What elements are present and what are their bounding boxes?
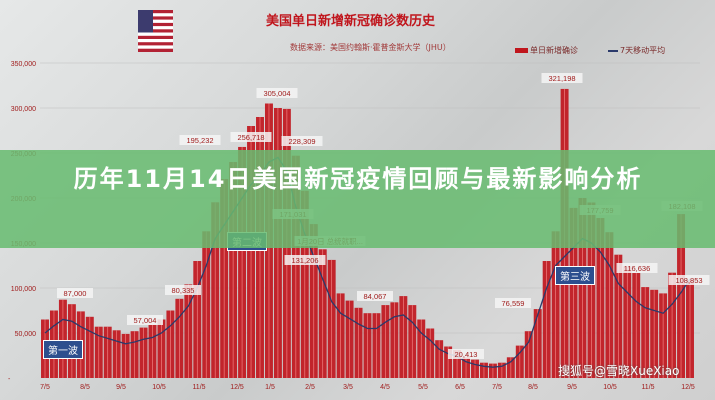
x-tick-label: 2/5 — [305, 384, 315, 391]
annotation-box — [256, 88, 298, 98]
x-tick-label: 1/5 — [265, 384, 275, 391]
x-tick-label: 12/5 — [230, 384, 244, 391]
annotation-label: 108,853 — [675, 276, 702, 285]
annotation-box — [57, 288, 93, 298]
x-tick-label: 8/5 — [528, 384, 538, 391]
annotation-box — [668, 275, 710, 285]
us-flag-icon — [138, 10, 173, 52]
annotation-label: 195,232 — [186, 136, 213, 145]
x-tick-label: 7/5 — [40, 384, 50, 391]
annotation-label: 228,309 — [288, 137, 315, 146]
annotation-label: 87,000 — [64, 289, 87, 298]
x-tick-label: 12/5 — [681, 384, 695, 391]
x-tick-label: 5/5 — [418, 384, 428, 391]
x-tick-label: 9/5 — [567, 384, 577, 391]
legend-average: 7天移动平均 — [608, 45, 665, 56]
x-tick-label: 6/5 — [455, 384, 465, 391]
annotation-label: 20,413 — [455, 350, 478, 359]
annotation-label: 80,335 — [172, 286, 195, 295]
annotation-label: 116,636 — [624, 264, 651, 273]
wave-label-3: 第三波 — [555, 266, 595, 285]
annotation-box — [230, 132, 272, 142]
annotation-box — [165, 285, 201, 295]
wave-label-1: 第一波 — [43, 340, 83, 359]
x-tick-label: 8/5 — [80, 384, 90, 391]
y-tick-label: 50,000 — [15, 331, 37, 338]
x-tick-label: 11/5 — [641, 384, 654, 391]
headline-banner — [0, 150, 715, 248]
annotation-label: 321,198 — [548, 74, 575, 83]
headline: 历年11月14日美国新冠疫情回顾与最新影响分析 — [73, 165, 643, 193]
x-tick-label: 7/5 — [492, 384, 502, 391]
chart-title: 美国单日新增新冠确诊数历史 — [266, 14, 436, 29]
y-tick-label: 350,000 — [11, 61, 36, 68]
y-tick-label: 100,000 — [11, 286, 36, 293]
x-tick-label: 9/5 — [116, 384, 126, 391]
x-tick-label: 11/5 — [192, 384, 205, 391]
y-tick-label: - — [8, 376, 11, 383]
annotation-box — [281, 136, 323, 146]
legend-daily: 单日新增确诊 — [515, 45, 578, 56]
legend-line-swatch — [608, 49, 618, 52]
chart-subtitle: 数据来源：美国约翰斯·霍普金斯大学（JHU） — [290, 43, 451, 52]
legend-label: 7天移动平均 — [620, 46, 666, 55]
y-tick-label: 300,000 — [11, 106, 36, 113]
annotation-box — [127, 315, 163, 325]
annotation-label: 305,004 — [263, 89, 290, 98]
annotation-label: 256,718 — [237, 133, 264, 142]
annotation-box — [448, 349, 484, 359]
x-tick-label: 10/5 — [152, 384, 166, 391]
x-tick-label: 3/5 — [343, 384, 353, 391]
watermark: 搜狐号@雪晓XueXiao — [558, 364, 680, 378]
annotation-box — [541, 73, 583, 83]
annotation-label: 57,004 — [134, 316, 157, 325]
x-tick-label: 4/5 — [380, 384, 390, 391]
annotation-box — [284, 255, 326, 265]
annotation-box — [495, 298, 531, 308]
annotation-box — [616, 263, 658, 273]
annotation-box — [179, 135, 221, 145]
legend-label: 单日新增确诊 — [530, 46, 578, 55]
legend-bar-swatch — [515, 48, 528, 53]
annotation-label: 76,559 — [502, 299, 525, 308]
annotation-box — [357, 291, 393, 301]
annotation-label: 84,067 — [364, 292, 387, 301]
x-tick-label: 10/5 — [603, 384, 617, 391]
annotation-label: 131,206 — [291, 256, 318, 265]
